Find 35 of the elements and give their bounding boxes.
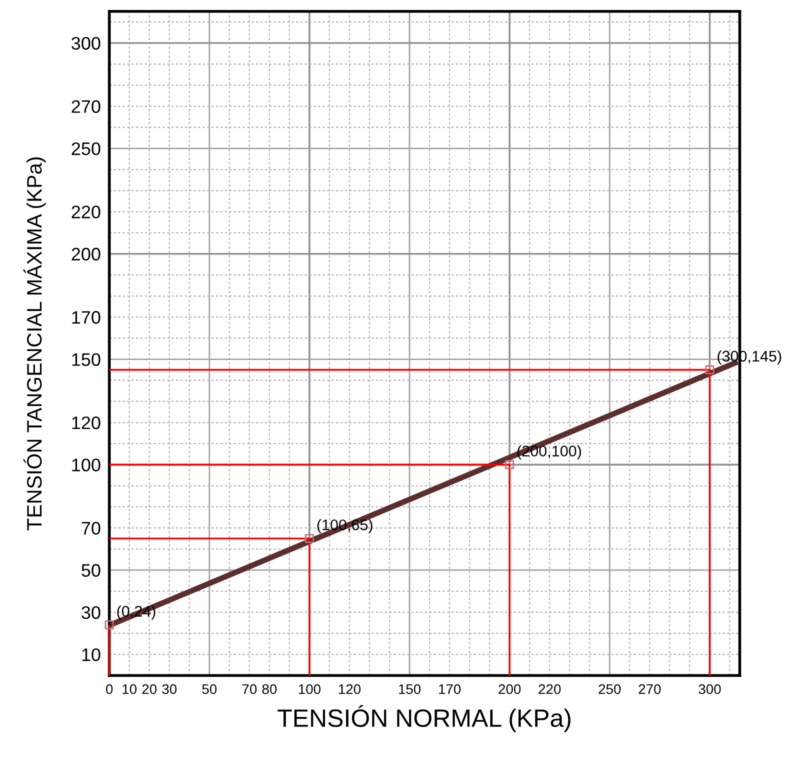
y-tick-label: 200 bbox=[72, 248, 100, 261]
y-tick-label: 70 bbox=[82, 522, 100, 535]
y-tick-label: 150 bbox=[72, 353, 100, 366]
x-tick-label: 10 bbox=[122, 684, 137, 694]
x-tick-label: 220 bbox=[538, 684, 561, 694]
x-tick-label: 300 bbox=[698, 684, 721, 694]
point bbox=[505, 460, 514, 470]
point bbox=[705, 365, 714, 374]
x-tick-label: 120 bbox=[338, 684, 361, 694]
y-tick-label: 120 bbox=[72, 416, 100, 430]
x-axis-title: TENSIÓN NORMAL (KPa) bbox=[278, 705, 570, 732]
x-tick-label: 80 bbox=[262, 684, 277, 694]
y-tick-label: 220 bbox=[72, 206, 100, 218]
x-tick-label: 200 bbox=[498, 684, 521, 694]
x-tick-label: 100 bbox=[298, 684, 321, 694]
x-tick-label: 20 bbox=[142, 684, 157, 694]
x-tick-label: 30 bbox=[162, 684, 177, 694]
y-tick-label: 30 bbox=[82, 606, 100, 619]
y-tick-label: 100 bbox=[72, 458, 100, 472]
point bbox=[104, 620, 114, 630]
point bbox=[304, 534, 314, 543]
x-tick-label: 0 bbox=[106, 684, 113, 694]
x-tick-label: 250 bbox=[598, 684, 621, 694]
y-tick-label: 170 bbox=[72, 311, 100, 324]
y-tick-label: 300 bbox=[72, 36, 100, 50]
y-tick-label: 270 bbox=[72, 100, 100, 113]
y-tick-label: 10 bbox=[82, 648, 100, 662]
x-tick-label: 50 bbox=[202, 684, 217, 694]
y-tick-label: 250 bbox=[72, 142, 100, 156]
x-tick-label: 270 bbox=[638, 684, 661, 694]
x-tick-label: 170 bbox=[439, 684, 461, 694]
y-tick-label: 50 bbox=[82, 564, 100, 577]
x-tick-label: 70 bbox=[242, 684, 257, 694]
x-tick-label: 150 bbox=[399, 684, 421, 694]
y-axis-title: TENSIÓN TANGENCIAL MÁXIMA (KPa) bbox=[23, 157, 46, 530]
